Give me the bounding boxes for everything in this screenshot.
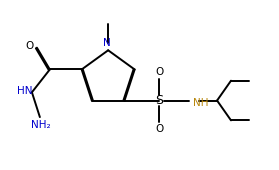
Text: N: N (103, 38, 111, 48)
Text: HN: HN (17, 86, 33, 96)
Text: NH: NH (193, 98, 209, 107)
Text: O: O (155, 124, 163, 134)
Text: O: O (26, 41, 34, 51)
Text: NH₂: NH₂ (31, 120, 51, 130)
Text: O: O (155, 67, 163, 77)
Text: S: S (155, 94, 163, 107)
